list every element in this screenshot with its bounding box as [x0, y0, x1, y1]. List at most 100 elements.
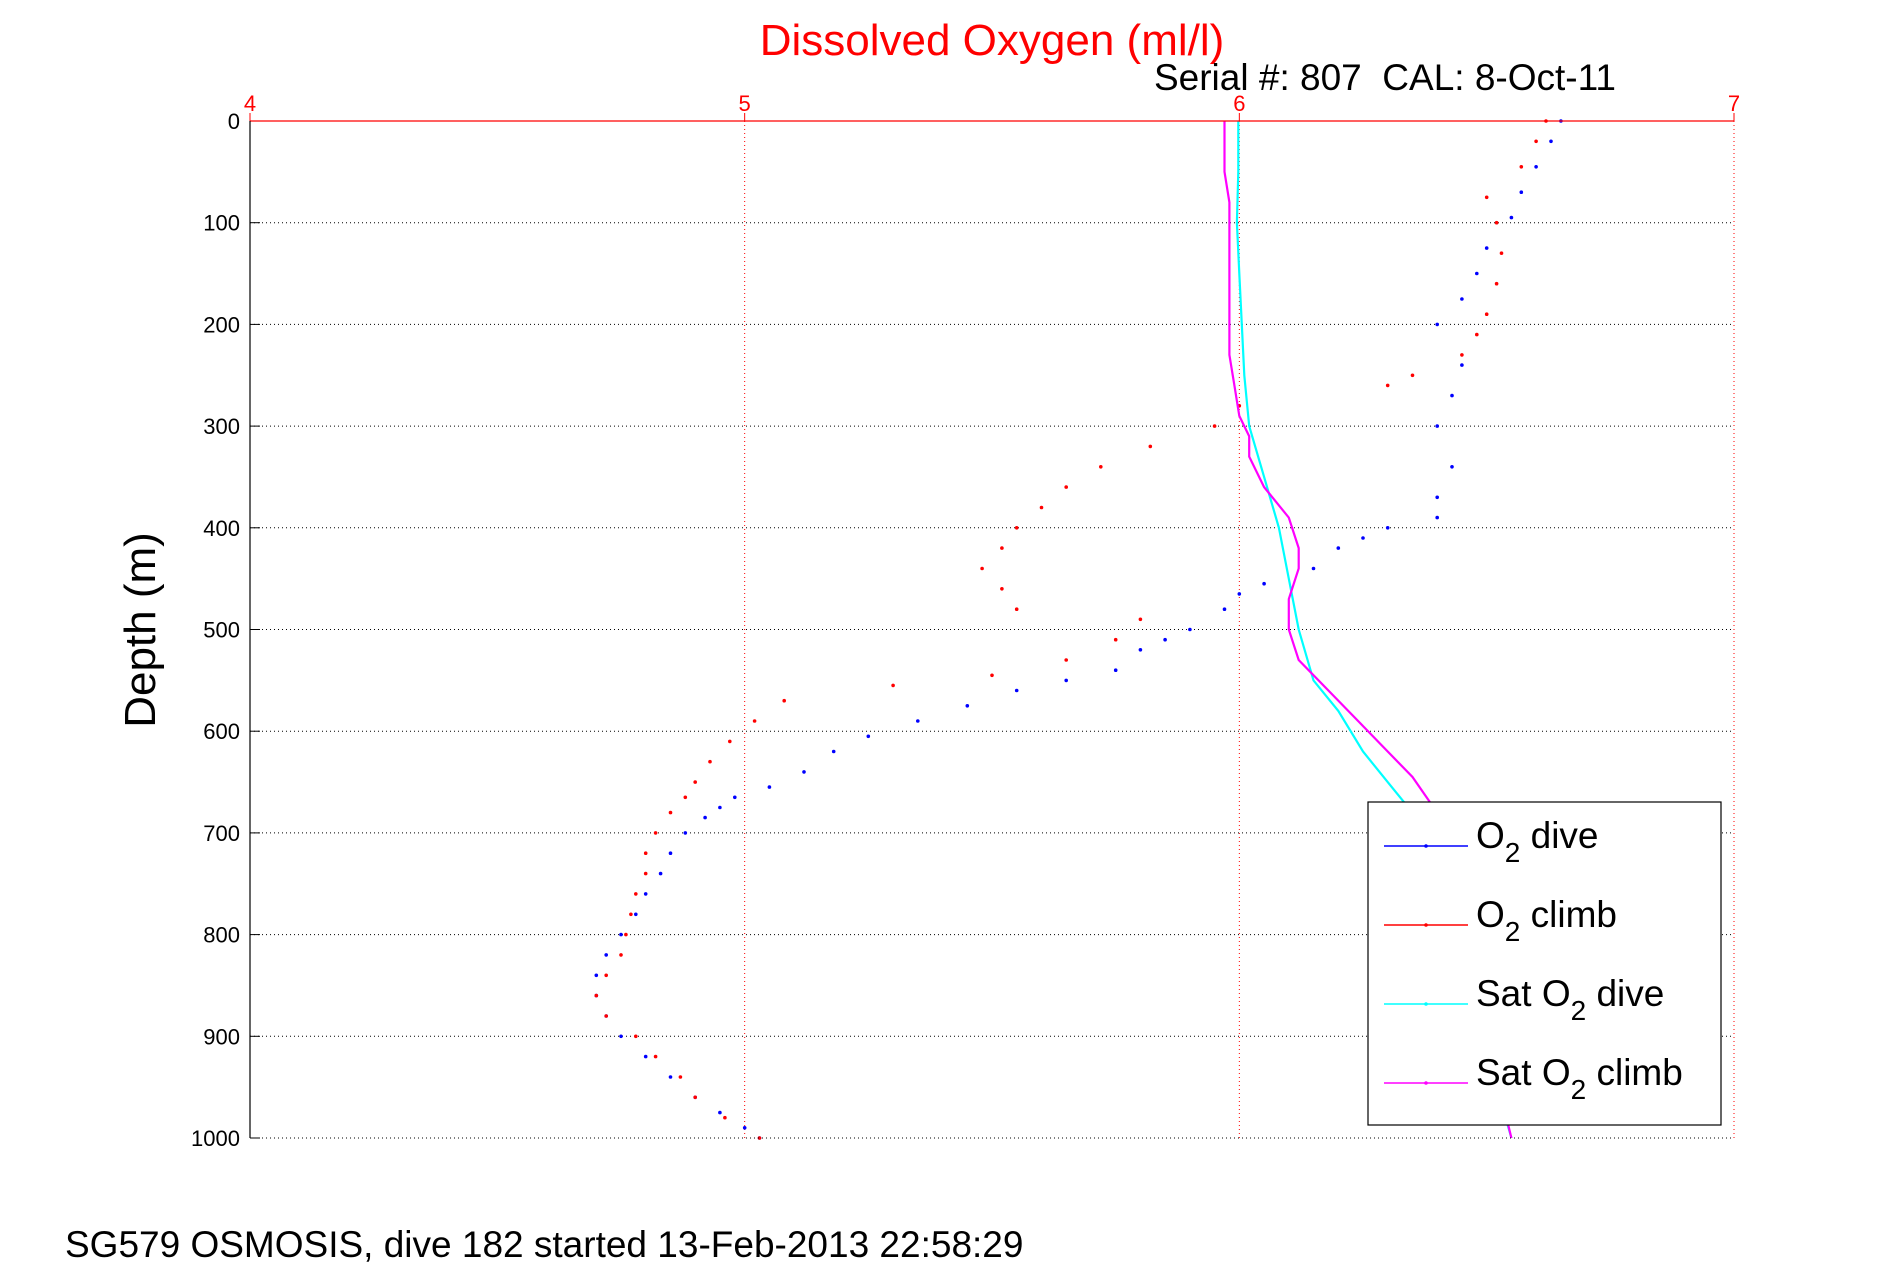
y-tick-label: 600: [203, 719, 240, 744]
o2-dive-point: [965, 704, 970, 708]
legend: O2 dive O2 climb Sat O2 dive Sat O2 climb: [1367, 801, 1722, 1126]
chart-subtitle: Serial #: 807 CAL: 8-Oct-11: [1154, 57, 1616, 98]
o2-dive-point: [1484, 246, 1489, 250]
o2-dive-point: [718, 1110, 722, 1115]
o2-climb-point: [1148, 444, 1153, 449]
o2-climb-point: [1064, 658, 1068, 662]
o2-climb-point: [723, 1115, 727, 1120]
o2-climb-point: [1138, 617, 1143, 622]
o2-climb-point: [1000, 546, 1004, 550]
legend-label: O2 dive: [1476, 815, 1599, 868]
y-tick-label: 500: [203, 618, 240, 643]
o2-dive-point: [658, 871, 663, 876]
o2-dive-point: [619, 932, 623, 937]
o2-dive-point: [1460, 363, 1464, 367]
o2-dive-point: [634, 912, 638, 917]
legend-marker: [1424, 1081, 1428, 1085]
o2-dive-point: [1262, 581, 1266, 586]
o2-climb-point: [1099, 465, 1103, 469]
o2-climb-point: [1014, 526, 1019, 530]
o2-dive-point: [733, 795, 737, 800]
legend-marker: [1424, 1002, 1428, 1006]
o2-climb-point: [678, 1075, 683, 1079]
legend-label: Sat O2 dive: [1476, 973, 1664, 1026]
legend-label: Sat O2 climb: [1476, 1052, 1683, 1105]
o2-climb-point: [653, 1054, 658, 1059]
o2-climb-point: [604, 1014, 608, 1018]
y-tick-label: 0: [228, 109, 240, 134]
x-tick-label: 4: [244, 91, 256, 116]
o2-dive-point: [604, 953, 608, 957]
o2-dive-point: [916, 719, 920, 723]
o2-climb-point: [1113, 637, 1118, 642]
x-tick-label: 6: [1233, 91, 1245, 116]
o2-climb-point: [980, 566, 984, 571]
o2-climb-point: [1064, 485, 1068, 489]
y-axis-label: Depth (m): [116, 532, 165, 728]
y-tick-label: 700: [203, 821, 240, 846]
o2-dive-point: [1450, 393, 1454, 398]
o2-dive-point: [643, 892, 648, 896]
o2-climb-point: [629, 912, 633, 917]
y-tick-label: 200: [203, 312, 240, 337]
y-tick-label: 400: [203, 516, 240, 541]
o2-dive-point: [1549, 139, 1553, 144]
o2-dive-point: [643, 1054, 648, 1059]
legend-marker: [1424, 923, 1428, 927]
legend-box: [1367, 801, 1722, 1126]
o2-climb-point: [1385, 383, 1390, 388]
x-tick-label: 7: [1728, 91, 1740, 116]
o2-climb-point: [1534, 139, 1538, 144]
o2-dive-point: [594, 973, 599, 978]
o2-climb-point: [668, 810, 673, 815]
o2-dive-point: [1450, 465, 1454, 469]
o2-climb-point: [757, 1136, 762, 1140]
o2-climb-point: [594, 993, 599, 998]
o2-climb-point: [1484, 312, 1489, 317]
o2-climb-point: [1460, 353, 1464, 357]
o2-dive-point: [619, 1034, 623, 1039]
o2-climb-point: [624, 932, 628, 937]
o2-climb-point: [1494, 281, 1499, 286]
o2-dive-point: [1435, 322, 1439, 327]
axes: 4 5 6 7 0 100 200 300 400 500 600 700 800 900 1000: [191, 91, 1740, 1151]
o2-climb-point: [634, 1034, 638, 1039]
o2-dive-point: [1519, 190, 1524, 194]
o2-dive-point: [1138, 648, 1143, 652]
o2-climb-point: [1014, 607, 1019, 611]
o2-dive-point: [1361, 536, 1365, 540]
o2-dive-point: [1509, 215, 1514, 220]
o2-dive-point: [1534, 165, 1538, 169]
o2-dive-point: [831, 749, 836, 754]
o2-dive-point: [1113, 668, 1118, 672]
o2-climb-point: [1499, 251, 1504, 255]
o2-climb-point: [1212, 424, 1217, 428]
o2-climb-point: [634, 892, 638, 896]
o2-dive-point: [668, 1075, 673, 1079]
o2-climb-point: [1519, 165, 1524, 169]
o2-climb-point: [604, 973, 608, 978]
o2-dive-point: [1435, 515, 1439, 520]
o2-dive-point: [802, 770, 806, 774]
o2-climb-point: [619, 953, 623, 957]
y-tick-label: 800: [203, 923, 240, 948]
o2-dive-point: [767, 785, 772, 789]
o2-dive-point: [1435, 495, 1439, 500]
o2-climb-point: [1475, 332, 1479, 337]
o2-climb-point: [653, 831, 658, 835]
o2-dive-point: [1460, 297, 1464, 301]
o2-dive-point: [718, 805, 722, 810]
o2-dive-point: [703, 815, 707, 820]
o2-climb-point: [693, 780, 697, 784]
y-tick-label: 300: [203, 414, 240, 439]
o2-dive-point: [668, 851, 673, 855]
o2-dive-point: [1336, 546, 1341, 550]
o2-climb-point: [891, 683, 895, 688]
o2-climb-point: [752, 719, 757, 723]
y-tick-label: 900: [203, 1024, 240, 1049]
o2-dive-point: [1064, 678, 1068, 683]
legend-marker: [1424, 844, 1428, 848]
o2-climb-point: [728, 739, 732, 744]
o2-climb-point: [1494, 220, 1499, 225]
